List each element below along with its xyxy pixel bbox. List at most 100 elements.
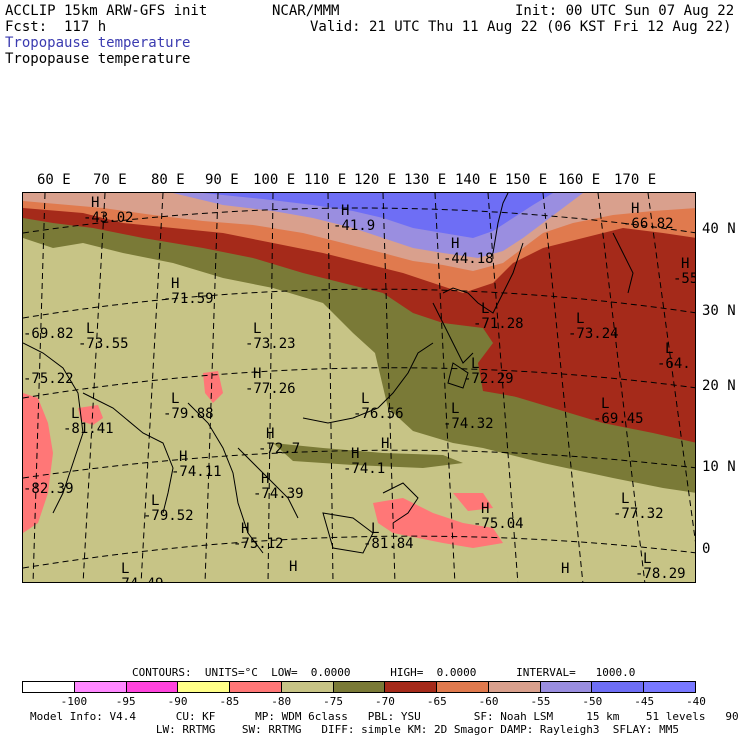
high-marker: H — [171, 276, 179, 292]
colorbar-swatch — [333, 682, 386, 692]
shade-salmon-india — [23, 393, 53, 533]
colorbar-swatch — [488, 682, 541, 692]
high-marker: H — [241, 521, 249, 537]
lon-label: 120 E — [354, 172, 397, 188]
extremum-value: -77.26 — [245, 381, 296, 397]
extremum-value: -69.82 — [23, 326, 74, 342]
model-info-line1: Model Info: V4.4 CU: KF MP: WDM 6class P… — [30, 710, 740, 723]
low-marker: L — [643, 551, 651, 567]
low-marker: L — [71, 406, 79, 422]
high-marker: H — [381, 436, 389, 452]
extremum-value: -78.29 — [635, 566, 686, 582]
extremum-value: -82.39 — [23, 481, 74, 497]
model-title: ACCLIP 15km ARW-GFS init — [5, 3, 208, 19]
lat-label: 0 — [702, 541, 711, 557]
extremum-value: -75.12 — [233, 536, 284, 552]
map-svg: H-43.02 H-41.9H-44.18H-66.82H-55H-71.59L-… — [23, 193, 696, 583]
high-marker: H — [289, 559, 297, 575]
low-marker: L — [601, 396, 609, 412]
extremum-value: -71.59 — [163, 291, 214, 307]
colorbar-tick-label: -70 — [374, 695, 395, 708]
extremum-value: -71.28 — [473, 316, 524, 332]
lat-label: 20 N — [702, 378, 736, 394]
colorbar-tick-label: -95 — [115, 695, 136, 708]
shade-olive-south — [273, 443, 463, 468]
colorbar-swatch — [540, 682, 593, 692]
field-title-shaded: Tropopause temperature — [5, 35, 191, 51]
map-panel: H -43.02 H -41.9 H -44.18 H -66.82 H -55 H -71.59 L -… — [22, 192, 696, 583]
colorbar-tick-label: -80 — [271, 695, 292, 708]
shade-salmon-burma — [203, 371, 223, 403]
low-marker: L — [451, 401, 459, 417]
extremum-value: -74.32 — [443, 416, 494, 432]
colorbar-swatch — [230, 682, 282, 692]
colorbar-swatch — [74, 682, 127, 692]
extremum-value: -69.45 — [593, 411, 644, 427]
extrema-labels: H-43.02 H-41.9H-44.18H-66.82H-55H-71.59L-… — [23, 195, 696, 583]
graticule — [23, 193, 695, 582]
extremum-value: -41.9 — [333, 218, 375, 234]
colorbar-swatch — [281, 682, 334, 692]
extremum-value: -79.88 — [163, 406, 214, 422]
extremum-value: -64. — [657, 356, 691, 372]
lat-label: 10 N — [702, 459, 736, 475]
shade-salmon-arabia — [78, 405, 103, 425]
extremum-value: -77.32 — [613, 506, 664, 522]
extremum-value: -74.49 — [113, 576, 164, 583]
extremum-value: -78.04 — [423, 581, 474, 583]
model-info-line2: LW: RRTMG SW: RRTMG DIFF: simple KM: 2D … — [30, 723, 680, 736]
extremum-value: -43.02 — [83, 210, 134, 226]
colorbar-swatch — [437, 682, 489, 692]
high-marker: H — [681, 256, 689, 272]
field-title-contour: Tropopause temperature — [5, 51, 191, 67]
low-marker: L — [151, 493, 159, 509]
init-time: Init: 00 UTC Sun 07 Aug 22 — [515, 3, 735, 19]
high-marker: H — [179, 449, 187, 465]
shade-blue — [203, 193, 553, 238]
low-marker: L — [371, 521, 379, 537]
extremum-value: -76.56 — [353, 406, 404, 422]
colorbar-tick-label: -55 — [530, 695, 551, 708]
low-marker: L — [471, 356, 479, 372]
low-marker: L — [86, 321, 94, 337]
extremum-value: -72.29 — [463, 371, 514, 387]
colorbar-tick-label: -50 — [582, 695, 603, 708]
lon-label: 100 E — [253, 172, 296, 188]
low-marker: L — [361, 391, 369, 407]
lon-label: 60 E — [37, 172, 71, 188]
high-marker: H — [481, 501, 489, 517]
shade-salmon-phil — [373, 498, 503, 548]
lon-label: 170 E — [614, 172, 657, 188]
extremum-value: -74.39 — [253, 486, 304, 502]
extremum-value: -75.22 — [23, 371, 74, 387]
low-marker: L — [481, 301, 489, 317]
lon-label: 80 E — [151, 172, 185, 188]
colorbar-swatch — [23, 682, 75, 692]
lon-label: 130 E — [404, 172, 447, 188]
high-marker: H — [341, 203, 349, 219]
high-marker: H — [631, 201, 639, 217]
colorbar-tick-label: -85 — [219, 695, 240, 708]
low-marker: L — [576, 311, 584, 327]
low-marker: L — [121, 561, 129, 577]
extremum-value: -73.23 — [245, 336, 296, 352]
colorbar-tick-label: -65 — [426, 695, 447, 708]
colorbar-swatch — [385, 682, 438, 692]
colorbar-swatch — [644, 682, 695, 692]
lon-label: 160 E — [558, 172, 601, 188]
extremum-value: -72.7 — [258, 441, 300, 457]
colorbar-swatch — [178, 682, 231, 692]
extremum-value: -55 — [673, 271, 696, 287]
extremum-value: -79.52 — [143, 508, 194, 524]
low-marker: L — [665, 341, 673, 357]
high-marker: H — [266, 426, 274, 442]
colorbar-swatch — [592, 682, 645, 692]
colorbar-swatch — [126, 682, 179, 692]
extremum-value: -81.84 — [363, 536, 414, 552]
lat-label: 30 N — [702, 303, 736, 319]
lon-label: 90 E — [205, 172, 239, 188]
high-marker: H — [261, 471, 269, 487]
low-marker: L — [171, 391, 179, 407]
colorbar-tick-label: -100 — [60, 695, 88, 708]
high-marker: H — [91, 195, 99, 211]
